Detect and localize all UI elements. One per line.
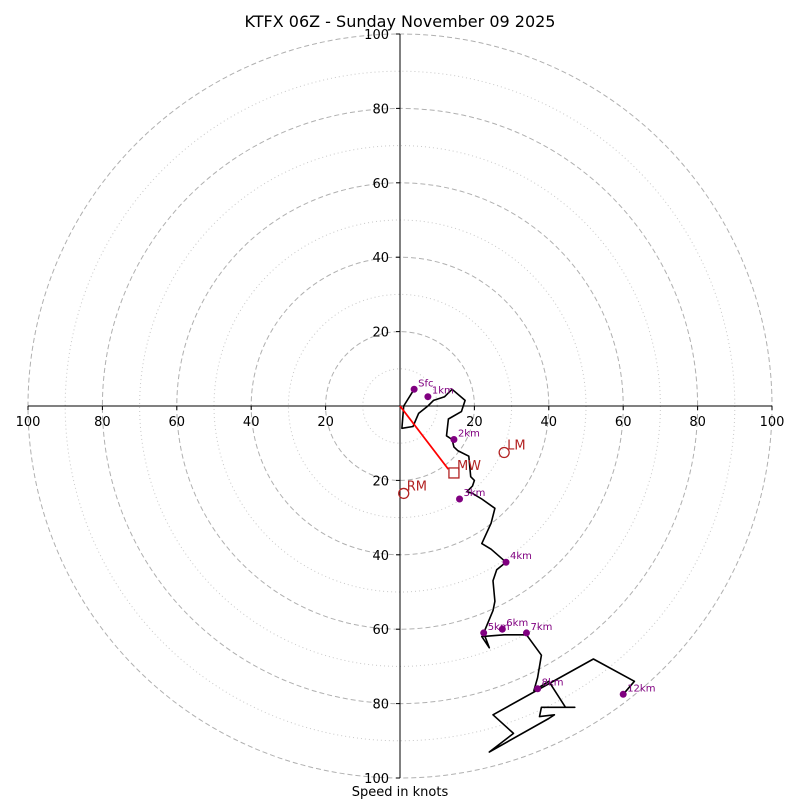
- height-marker-point: [522, 629, 530, 637]
- height-marker-label: 2km: [458, 428, 480, 439]
- hodograph-series: [399, 388, 636, 753]
- height-marker-label: 5km: [488, 622, 510, 633]
- height-marker-point: [619, 690, 627, 698]
- height-marker-point: [498, 625, 506, 633]
- height-marker-point: [534, 685, 542, 693]
- y-tick-label: 80: [372, 102, 389, 117]
- y-tick-label: 60: [372, 177, 389, 192]
- height-marker-label: 3km: [464, 488, 486, 499]
- height-marker-point: [410, 385, 418, 393]
- height-marker-point: [450, 435, 458, 443]
- height-marker-label: 12km: [627, 683, 655, 694]
- storm-motion-marker: [448, 467, 460, 479]
- y-tick-label: 40: [372, 549, 389, 564]
- y-tick-label: 100: [364, 772, 389, 787]
- x-tick-label: 60: [615, 415, 632, 430]
- chart-title: KTFX 06Z - Sunday November 09 2025: [245, 12, 556, 31]
- height-marker-label: 8km: [542, 678, 564, 689]
- x-axis-label: Speed in knots: [352, 785, 449, 800]
- y-tick-label: 20: [372, 474, 389, 489]
- storm-motion-label: RM: [407, 479, 427, 494]
- y-tick-label: 100: [364, 28, 389, 43]
- storm-motion-label: LM: [507, 439, 525, 454]
- x-tick-label: 40: [541, 415, 558, 430]
- height-marker-label: 4km: [510, 551, 532, 562]
- storm-motion-marker: [398, 487, 410, 500]
- x-tick-label: 20: [466, 415, 483, 430]
- storm-motion-marker: [498, 446, 510, 459]
- x-tick-label: 80: [94, 415, 111, 430]
- x-tick-label: 100: [760, 415, 785, 430]
- tick-labels: 100 80 60 40 20 20 40 60 80 100 20 40 60 80 100 20 40 60 8…: [16, 28, 785, 787]
- y-tick-label: 80: [372, 698, 389, 713]
- height-marker-point: [480, 629, 488, 637]
- y-tick-label: 20: [372, 326, 389, 341]
- storm-motion-markers: LM MW RM: [398, 439, 526, 500]
- storm-motion-label: MW: [457, 459, 481, 474]
- height-marker-point: [424, 393, 432, 401]
- height-marker-label: 1km: [432, 386, 454, 397]
- mean-wind-vector: [399, 405, 450, 470]
- y-tick-label: 60: [372, 623, 389, 638]
- x-tick-label: 100: [16, 415, 41, 430]
- height-marker-label: 7km: [530, 622, 552, 633]
- x-tick-label: 20: [317, 415, 334, 430]
- height-marker-label: 6km: [506, 618, 528, 629]
- height-marker-point: [456, 495, 464, 503]
- y-tick-label: 40: [372, 251, 389, 266]
- x-tick-label: 60: [169, 415, 186, 430]
- height-marker-point: [502, 558, 510, 566]
- height-marker-label: Sfc: [418, 378, 433, 389]
- hodograph-line: [401, 388, 636, 753]
- x-tick-label: 80: [689, 415, 706, 430]
- x-tick-label: 40: [243, 415, 260, 430]
